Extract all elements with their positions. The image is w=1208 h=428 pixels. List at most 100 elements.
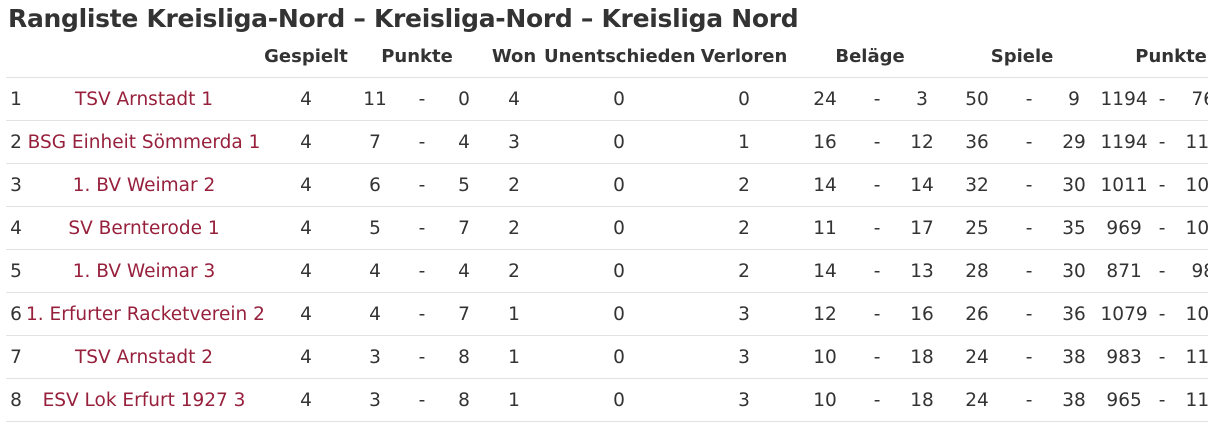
team-link[interactable]: TSV Arnstadt 2 [74, 346, 214, 368]
lost-cell: 3 [694, 335, 795, 379]
punkte2-for-cell: 1194 [1098, 120, 1151, 164]
punkte2-separator: - [1150, 249, 1175, 293]
table-row: 8 ESV Lok Erfurt 1927 3 4 3-8 1 0 3 10-18 24-38 9… [6, 378, 1208, 422]
belaege-separator: - [856, 77, 899, 121]
punkte2-separator: - [1150, 163, 1175, 207]
punkte2-against-cell: 987 [1174, 249, 1208, 293]
spiele-for-cell: 50 [946, 77, 1009, 121]
team-cell: ESV Lok Erfurt 1927 3 [26, 378, 262, 422]
punkte2-against-cell: 1120 [1174, 120, 1208, 164]
table-row: 2 BSG Einheit Sömmerda 1 4 7-4 3 0 1 16-12 36-29… [6, 120, 1208, 164]
belaege-against-cell: 3 [898, 77, 947, 121]
draw-cell: 0 [544, 120, 695, 164]
spiele-for-cell: 28 [946, 249, 1009, 293]
spiele-for-cell: 36 [946, 120, 1009, 164]
belaege-against-cell: 12 [898, 120, 947, 164]
draw-cell: 0 [544, 249, 695, 293]
belaege-for-cell: 14 [794, 163, 857, 207]
spiele-separator: - [1008, 120, 1051, 164]
team-cell: 1. BV Weimar 3 [26, 249, 262, 293]
header-won: Won [484, 35, 545, 78]
draw-cell: 0 [544, 163, 695, 207]
punkte2-for-cell: 1194 [1098, 77, 1151, 121]
lost-cell: 1 [694, 120, 795, 164]
spiele-for-cell: 26 [946, 292, 1009, 336]
standings-table: Gespielt Punkte Won Unentschieden Verlor… [6, 35, 1208, 422]
punkte-separator: - [400, 378, 444, 422]
spiele-against-cell: 38 [1050, 378, 1099, 422]
belaege-against-cell: 16 [898, 292, 947, 336]
punkte2-against-cell: 1020 [1174, 206, 1208, 250]
team-link[interactable]: SV Bernterode 1 [68, 217, 220, 239]
team-link[interactable]: TSV Arnstadt 1 [74, 88, 214, 110]
punkte-for-cell: 4 [350, 292, 400, 336]
punkte2-for-cell: 871 [1098, 249, 1151, 293]
played-cell: 4 [262, 378, 350, 422]
rank-cell: 2 [6, 120, 26, 164]
belaege-against-cell: 13 [898, 249, 947, 293]
belaege-separator: - [856, 292, 899, 336]
punkte-for-cell: 3 [350, 335, 400, 379]
spiele-against-cell: 36 [1050, 292, 1099, 336]
rank-cell: 7 [6, 335, 26, 379]
punkte-separator: - [400, 335, 444, 379]
punkte-against-cell: 4 [444, 120, 485, 164]
team-link[interactable]: BSG Einheit Sömmerda 1 [27, 131, 261, 153]
punkte-against-cell: 8 [444, 378, 485, 422]
punkte-separator: - [400, 163, 444, 207]
spiele-separator: - [1008, 163, 1051, 207]
belaege-separator: - [856, 163, 899, 207]
belaege-for-cell: 11 [794, 206, 857, 250]
belaege-against-cell: 18 [898, 378, 947, 422]
belaege-for-cell: 10 [794, 378, 857, 422]
rank-cell: 8 [6, 378, 26, 422]
played-cell: 4 [262, 335, 350, 379]
won-cell: 1 [484, 292, 545, 336]
team-link[interactable]: 1. BV Weimar 2 [72, 174, 216, 196]
punkte2-against-cell: 760 [1174, 77, 1208, 121]
belaege-for-cell: 16 [794, 120, 857, 164]
rank-cell: 1 [6, 77, 26, 121]
won-cell: 1 [484, 378, 545, 422]
punkte-separator: - [400, 120, 444, 164]
spiele-against-cell: 29 [1050, 120, 1099, 164]
table-row: 4SV Bernterode 145-720211-1725-35969-102… [6, 206, 1208, 250]
won-cell: 2 [484, 249, 545, 293]
punkte2-for-cell: 1011 [1098, 163, 1151, 207]
header-punkte: Punkte [350, 35, 485, 78]
won-cell: 2 [484, 206, 545, 250]
team-link[interactable]: ESV Lok Erfurt 1927 3 [42, 389, 246, 411]
played-cell: 4 [262, 292, 350, 336]
punkte-against-cell: 4 [444, 249, 485, 293]
lost-cell: 2 [694, 206, 795, 250]
punkte-against-cell: 8 [444, 335, 485, 379]
won-cell: 2 [484, 163, 545, 207]
belaege-against-cell: 14 [898, 163, 947, 207]
punkte2-separator: - [1150, 206, 1175, 250]
team-link[interactable]: 1. Erfurter Racketverein 2 [26, 303, 265, 325]
played-cell: 4 [262, 249, 350, 293]
table-row: 6 1. Erfurter Racketverein 2 4 4-7 1 0 3 12-16 2… [6, 292, 1208, 336]
table-row: 31. BV Weimar 246-520214-1432-301011-101… [6, 163, 1208, 207]
belaege-against-cell: 17 [898, 206, 947, 250]
draw-cell: 0 [544, 77, 695, 121]
punkte-separator: - [400, 206, 444, 250]
played-cell: 4 [262, 120, 350, 164]
team-cell: 1. BV Weimar 2 [26, 163, 262, 207]
team-cell: SV Bernterode 1 [26, 206, 262, 250]
punkte2-against-cell: 1137 [1174, 335, 1208, 379]
punkte-for-cell: 6 [350, 163, 400, 207]
punkte2-for-cell: 965 [1098, 378, 1151, 422]
header-verloren: Verloren [694, 35, 795, 78]
belaege-separator: - [856, 378, 899, 422]
lost-cell: 0 [694, 77, 795, 121]
draw-cell: 0 [544, 378, 695, 422]
lost-cell: 2 [694, 249, 795, 293]
belaege-separator: - [856, 249, 899, 293]
spiele-separator: - [1008, 206, 1051, 250]
spiele-for-cell: 25 [946, 206, 1009, 250]
spiele-separator: - [1008, 249, 1051, 293]
punkte2-against-cell: 1139 [1174, 378, 1208, 422]
punkte-against-cell: 5 [444, 163, 485, 207]
team-link[interactable]: 1. BV Weimar 3 [72, 260, 216, 282]
